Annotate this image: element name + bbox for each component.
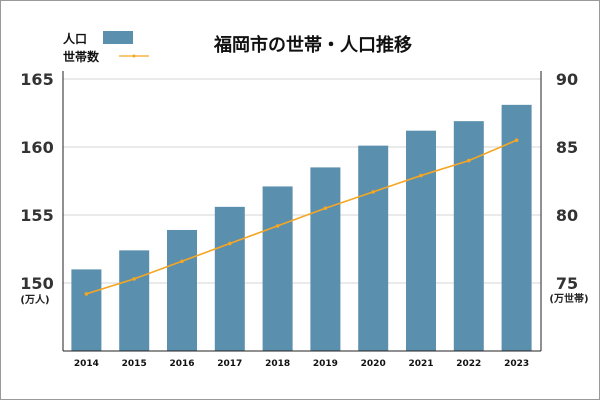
household-point bbox=[371, 190, 376, 194]
y-left-tick-label: 155 bbox=[20, 206, 53, 225]
y-right-unit: (万世帯) bbox=[549, 292, 588, 305]
legend-label-population: 人口 bbox=[63, 31, 87, 46]
population-bar bbox=[501, 104, 532, 351]
household-point bbox=[180, 259, 184, 264]
x-tick-label: 2014 bbox=[74, 359, 99, 369]
y-left-tick-labels: 150 155 160 165 bbox=[20, 70, 53, 293]
household-point bbox=[275, 224, 280, 228]
household-point bbox=[84, 292, 89, 296]
y-right-tick-label: 75 bbox=[556, 274, 578, 293]
y-right-tick-label: 85 bbox=[556, 138, 578, 157]
x-tick-label: 2016 bbox=[169, 359, 194, 369]
x-tick-label: 2018 bbox=[265, 359, 290, 369]
legend-marker-households bbox=[132, 54, 136, 58]
x-tick-label: 2019 bbox=[313, 359, 338, 369]
y-right-tick-labels: 75 80 85 90 bbox=[556, 70, 578, 293]
chart-title: 福岡市の世帯・人口推移 bbox=[213, 34, 412, 56]
legend-label-households: 世帯数 bbox=[63, 49, 100, 64]
x-tick-labels: 2014 2015 2016 2017 2018 2019 2020 2021 2022 2023 bbox=[74, 359, 529, 369]
population-bar bbox=[262, 186, 293, 351]
x-tick-label: 2017 bbox=[217, 359, 242, 369]
household-series-line bbox=[86, 139, 517, 295]
x-tick-label: 2020 bbox=[361, 359, 386, 369]
y-left-unit: (万人) bbox=[20, 293, 49, 306]
y-left-tick-label: 160 bbox=[20, 138, 53, 157]
population-bar bbox=[119, 250, 150, 351]
household-point bbox=[132, 277, 136, 281]
population-bar bbox=[71, 269, 102, 351]
household-line bbox=[84, 138, 519, 296]
household-point bbox=[514, 138, 519, 142]
population-bar bbox=[310, 167, 341, 351]
y-right-tick-label: 90 bbox=[556, 70, 578, 89]
y-left-tick-label: 165 bbox=[20, 70, 53, 89]
y-right-tick-label: 80 bbox=[556, 206, 578, 225]
x-tick-label: 2015 bbox=[122, 359, 147, 369]
population-bar bbox=[214, 206, 245, 351]
population-bar bbox=[167, 229, 197, 351]
bars bbox=[71, 104, 532, 351]
population-bar bbox=[358, 145, 389, 351]
household-point bbox=[467, 158, 471, 163]
legend: 人口 世帯数 bbox=[63, 31, 149, 64]
population-bar bbox=[406, 130, 436, 351]
y-left-tick-label: 150 bbox=[20, 274, 53, 293]
household-point bbox=[419, 173, 423, 178]
household-point bbox=[323, 206, 328, 210]
household-point bbox=[228, 241, 232, 246]
x-tick-label: 2021 bbox=[408, 359, 433, 369]
legend-swatch-population bbox=[103, 31, 133, 44]
x-tick-label: 2023 bbox=[504, 359, 529, 369]
x-tick-label: 2022 bbox=[456, 359, 481, 369]
